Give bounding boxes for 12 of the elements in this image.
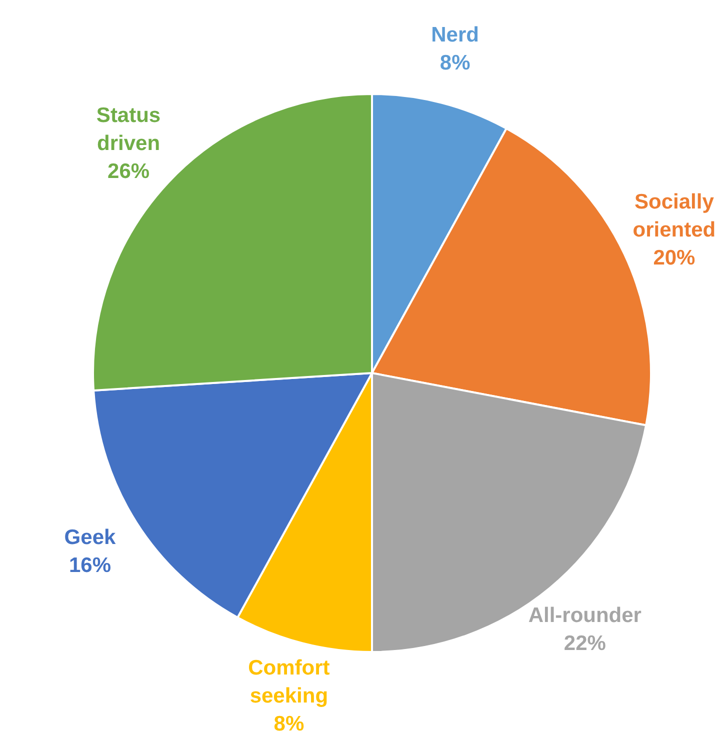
slice-label: Socially oriented bbox=[632, 190, 716, 242]
data-label: 22% bbox=[564, 632, 606, 656]
data-label: 8% bbox=[440, 51, 471, 74]
slice-label: All-rounder bbox=[528, 604, 642, 628]
data-label: 16% bbox=[68, 554, 112, 577]
data-label: 20% bbox=[653, 246, 696, 270]
slice-label: Status driven bbox=[96, 104, 161, 156]
slice-label: Nerd bbox=[431, 23, 479, 46]
data-label: 8% bbox=[274, 712, 304, 736]
data-label: 26% bbox=[108, 160, 150, 184]
slice-label: Comfort seeking bbox=[248, 656, 330, 708]
slice-label: Geek bbox=[64, 526, 116, 549]
